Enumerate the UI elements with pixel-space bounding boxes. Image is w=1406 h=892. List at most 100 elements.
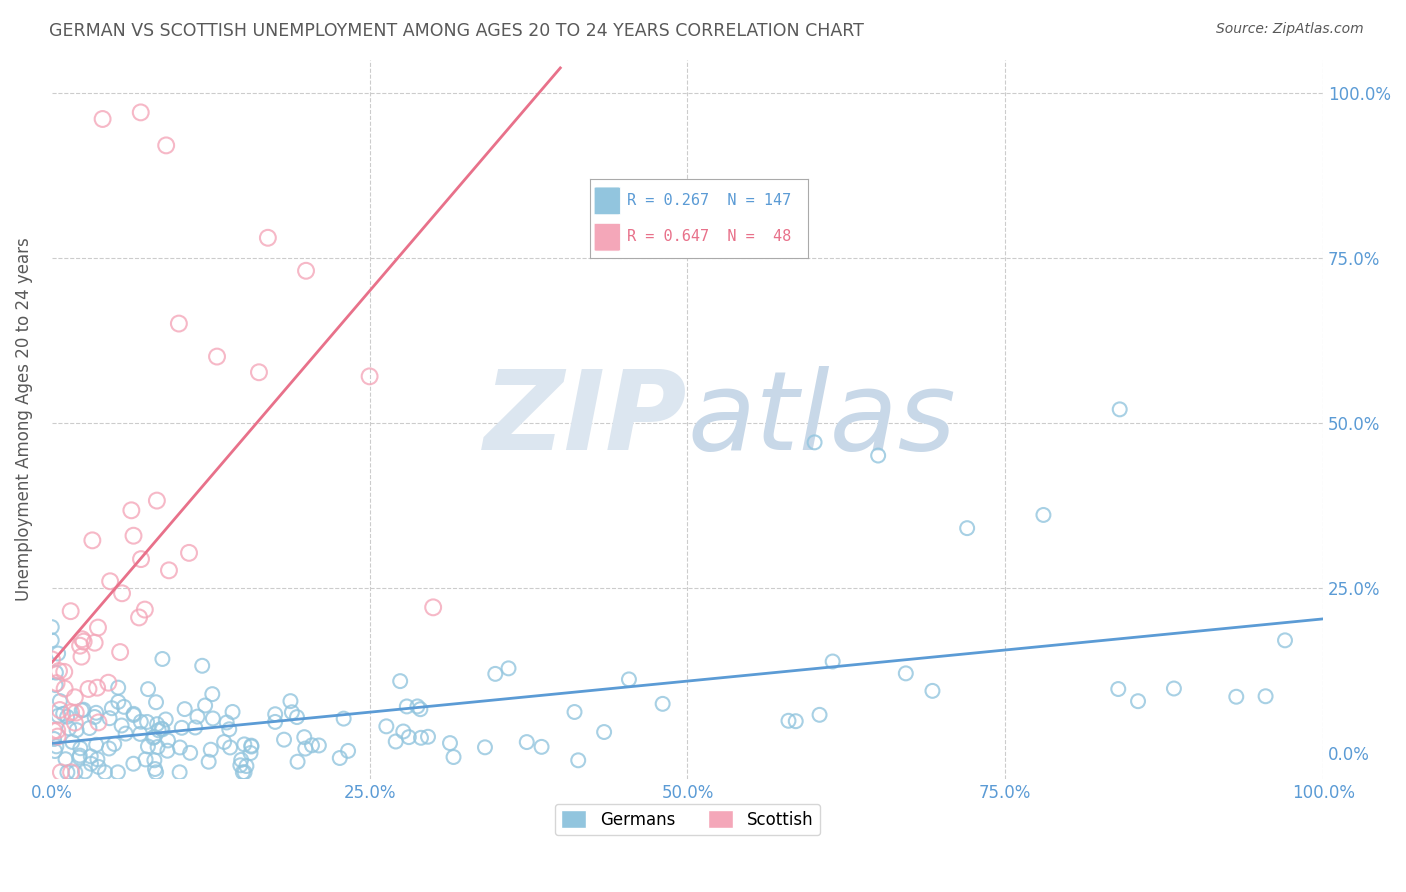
Point bbox=[53, 681, 76, 696]
Point bbox=[83, 710, 105, 724]
Point bbox=[135, 752, 157, 766]
Point bbox=[651, 697, 673, 711]
Text: R = 0.267  N = 147: R = 0.267 N = 147 bbox=[627, 194, 792, 209]
Point bbox=[72, 634, 94, 648]
Point bbox=[564, 705, 586, 719]
Point bbox=[86, 681, 108, 695]
Point bbox=[294, 741, 316, 756]
Point bbox=[308, 739, 330, 753]
Point bbox=[46, 723, 69, 738]
Point bbox=[219, 740, 242, 755]
Point bbox=[329, 751, 352, 765]
Point bbox=[69, 639, 91, 653]
Point bbox=[136, 739, 159, 754]
Point bbox=[179, 746, 201, 760]
Point bbox=[80, 749, 103, 764]
Point bbox=[232, 765, 254, 780]
Point bbox=[264, 714, 287, 729]
FancyBboxPatch shape bbox=[595, 223, 620, 251]
Point bbox=[45, 676, 67, 690]
Point bbox=[70, 632, 93, 647]
Point bbox=[101, 701, 124, 715]
Point bbox=[145, 695, 167, 709]
Point bbox=[48, 664, 70, 678]
Point bbox=[257, 231, 280, 245]
Point bbox=[49, 703, 72, 717]
Point bbox=[1108, 402, 1130, 417]
Point bbox=[46, 730, 69, 744]
Point bbox=[406, 699, 429, 714]
Point bbox=[395, 699, 418, 714]
Point bbox=[94, 765, 117, 780]
Point bbox=[150, 722, 173, 736]
Point bbox=[516, 735, 538, 749]
Point bbox=[58, 722, 80, 736]
Point bbox=[484, 666, 506, 681]
Point bbox=[53, 665, 76, 679]
Point bbox=[112, 699, 135, 714]
Point bbox=[416, 730, 439, 744]
Text: R = 0.647  N =  48: R = 0.647 N = 48 bbox=[627, 229, 792, 244]
Point bbox=[49, 765, 72, 780]
Point bbox=[155, 713, 177, 727]
Point bbox=[91, 112, 114, 126]
Point bbox=[41, 620, 63, 634]
Point bbox=[65, 765, 87, 780]
Point bbox=[63, 715, 86, 730]
Point bbox=[443, 750, 465, 764]
Point bbox=[136, 682, 159, 697]
Point bbox=[868, 449, 890, 463]
Point bbox=[156, 733, 179, 747]
Point bbox=[287, 755, 309, 769]
Point bbox=[498, 661, 520, 675]
Point bbox=[239, 746, 262, 760]
Point bbox=[785, 714, 807, 729]
Point bbox=[129, 727, 152, 741]
Point bbox=[233, 765, 256, 780]
Point bbox=[60, 735, 83, 749]
Point bbox=[77, 681, 100, 696]
Point bbox=[69, 741, 91, 756]
Point bbox=[97, 675, 120, 690]
Point bbox=[567, 753, 589, 767]
Point bbox=[65, 723, 87, 737]
Point bbox=[474, 740, 496, 755]
Point bbox=[233, 738, 256, 752]
Point bbox=[60, 765, 83, 780]
Point bbox=[1274, 633, 1296, 648]
Point bbox=[280, 694, 302, 708]
Point bbox=[87, 760, 110, 774]
Point bbox=[42, 731, 65, 746]
Point bbox=[221, 705, 243, 719]
Point bbox=[197, 755, 219, 769]
Point bbox=[45, 665, 67, 680]
Point bbox=[122, 708, 145, 723]
Point bbox=[143, 730, 166, 744]
Point bbox=[98, 574, 121, 589]
Point bbox=[103, 737, 125, 751]
Point bbox=[143, 753, 166, 767]
Point bbox=[177, 546, 200, 560]
Point bbox=[143, 762, 166, 776]
Point bbox=[114, 726, 136, 740]
Point bbox=[107, 695, 129, 709]
Point bbox=[191, 658, 214, 673]
Point bbox=[169, 765, 191, 780]
Point bbox=[201, 711, 224, 725]
Point bbox=[41, 652, 63, 666]
Point bbox=[285, 710, 308, 724]
Point bbox=[247, 365, 270, 379]
Point bbox=[389, 674, 412, 689]
Text: atlas: atlas bbox=[688, 366, 956, 473]
Point bbox=[156, 744, 179, 758]
Point bbox=[52, 706, 75, 721]
Point bbox=[1163, 681, 1185, 696]
Point bbox=[409, 731, 432, 745]
Point bbox=[111, 586, 134, 600]
Point bbox=[894, 666, 917, 681]
Point bbox=[205, 350, 228, 364]
Point bbox=[201, 687, 224, 701]
Point bbox=[65, 706, 87, 720]
FancyBboxPatch shape bbox=[595, 187, 620, 215]
Point bbox=[332, 712, 354, 726]
